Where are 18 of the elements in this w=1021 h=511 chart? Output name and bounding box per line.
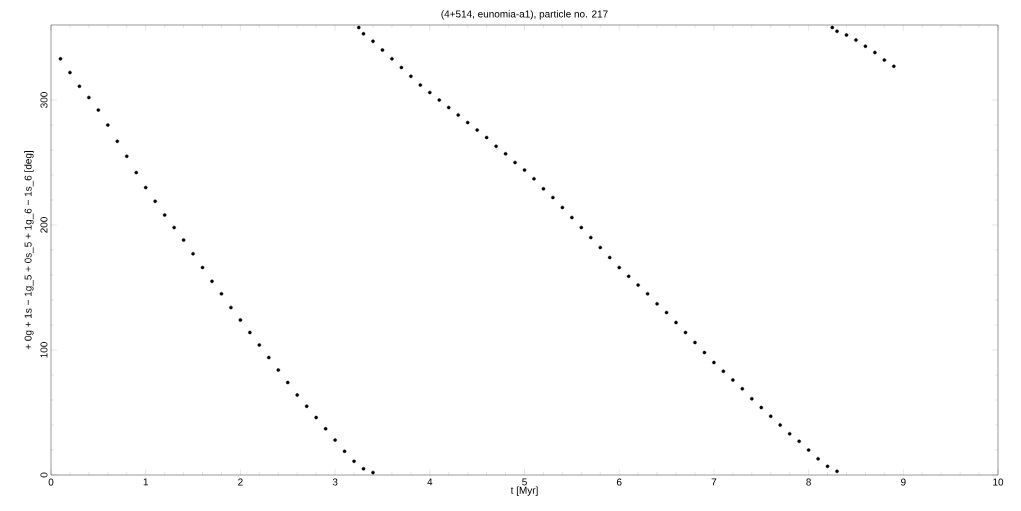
x-axis-title: t [Myr] xyxy=(510,486,538,496)
x-tick-label: 9 xyxy=(901,478,906,486)
x-tick-label: 2 xyxy=(238,478,243,486)
y-axis-title: + 0g + 1s − 1g_5 + 0s_5 + 1g_6 − 1s_6 [deg] xyxy=(24,151,34,350)
y-tick-label: 0 xyxy=(40,472,48,478)
x-tick-label: 4 xyxy=(427,478,433,486)
x-tick-label: 10 xyxy=(993,478,1004,486)
x-tick-label: 1 xyxy=(143,478,148,486)
x-tick-label: 8 xyxy=(806,478,811,486)
y-tick-label: 100 xyxy=(40,342,48,358)
x-tick-label: 0 xyxy=(48,478,54,486)
chart-title: (4+514, eunomia-a1), particle no. 217 xyxy=(441,10,608,20)
y-tick-label: 300 xyxy=(40,92,48,108)
y-tick-label: 200 xyxy=(40,217,48,233)
x-tick-label: 7 xyxy=(711,478,717,486)
x-tick-label: 5 xyxy=(522,478,527,486)
x-tick-label: 3 xyxy=(332,478,338,486)
x-tick-label: 6 xyxy=(616,478,622,486)
